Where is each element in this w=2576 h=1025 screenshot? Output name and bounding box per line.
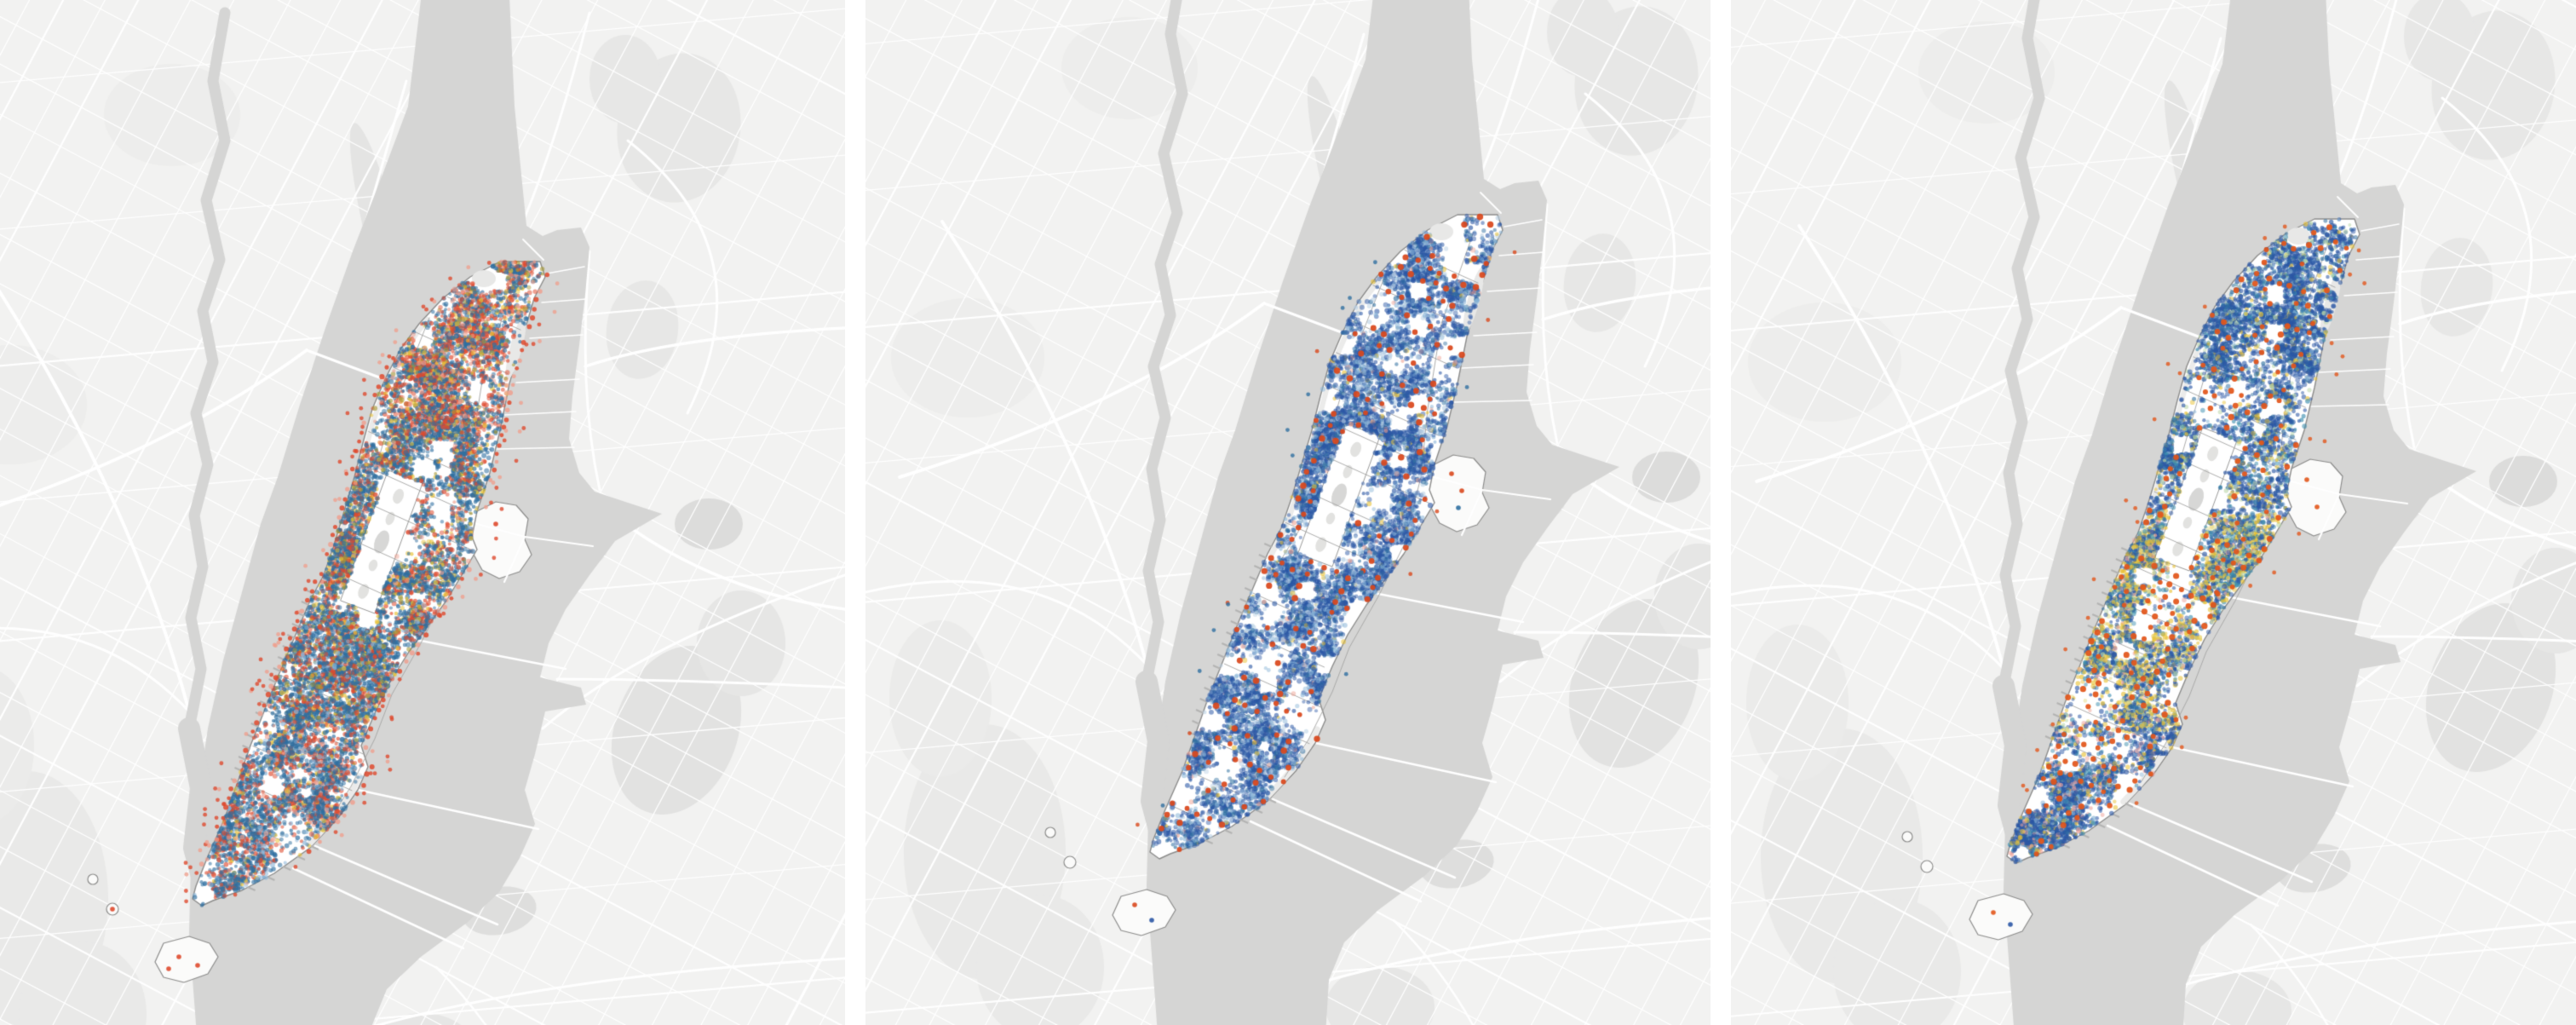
panel-gutter (845, 0, 865, 1025)
map-canvas-center (865, 0, 1711, 1025)
dot-map-panel-center (865, 0, 1711, 1025)
panel-gutter (1711, 0, 1731, 1025)
map-canvas-left (0, 0, 845, 1025)
dot-map-panel-right (1731, 0, 2576, 1025)
map-canvas-right (1731, 0, 2576, 1025)
dot-map-panel-left (0, 0, 845, 1025)
